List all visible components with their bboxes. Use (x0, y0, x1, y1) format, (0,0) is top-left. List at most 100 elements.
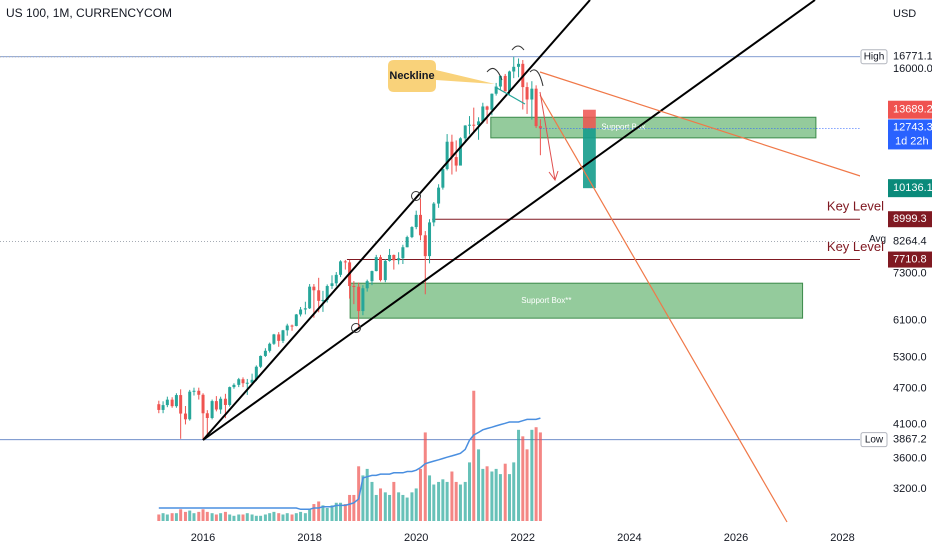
candle-body (401, 247, 405, 259)
candle-body (205, 413, 209, 419)
volume-bar (174, 513, 178, 521)
candle-body (174, 395, 178, 407)
candle-body (538, 126, 542, 129)
volume-bar (214, 514, 218, 521)
volume-bar (343, 504, 347, 521)
volume-bar (192, 513, 196, 521)
key-level-label: Key Level (827, 199, 884, 214)
volume-bar (498, 474, 502, 521)
volume-bar (485, 466, 489, 521)
candle-body (183, 413, 187, 420)
candle-body (450, 141, 454, 158)
projection-line (539, 94, 788, 523)
candle-body (405, 237, 409, 248)
volume-bar (441, 479, 445, 521)
volume-bar (308, 509, 312, 521)
candle-body (290, 325, 294, 327)
volume-bar (325, 507, 329, 521)
key-level-value: 8999.3 (893, 213, 927, 225)
volume-bar (432, 484, 436, 521)
volume-bar (232, 515, 236, 521)
volume-bar (521, 436, 525, 521)
level-tag: Low (865, 434, 884, 445)
volume-bar (259, 515, 263, 521)
stop-tag-box (888, 100, 932, 119)
candle-body (197, 390, 201, 395)
volume-bar (165, 514, 169, 521)
volume-bar (241, 514, 245, 521)
candle-body (192, 390, 196, 392)
candle-body (165, 399, 169, 406)
volume-bar (205, 511, 209, 521)
volume-bar (197, 511, 201, 521)
volume-bar (370, 481, 374, 521)
volume-bar (303, 513, 307, 521)
candle-body (383, 260, 387, 281)
volume-bar (317, 501, 321, 521)
last-price: 12743.3 (893, 121, 932, 133)
candle-body (277, 334, 281, 341)
candle-body (437, 187, 441, 204)
candle-body (370, 271, 374, 282)
x-tick-label: 2028 (830, 532, 854, 544)
x-tick-label: 2016 (191, 532, 215, 544)
candle-body (228, 387, 232, 405)
volume-bar (405, 497, 409, 521)
volume-bar (418, 468, 422, 521)
drawings: Neckline (202, 0, 889, 523)
stop-tag: 13689.2 (893, 104, 932, 116)
candle-body (210, 401, 214, 419)
position-risk (583, 109, 596, 129)
level-tag: Avg (869, 234, 886, 245)
candle-body (458, 138, 462, 166)
candle-body (170, 399, 174, 407)
volume-bar (223, 511, 227, 521)
volume-bar (250, 514, 254, 521)
y-tick-label: 16000.0 (893, 63, 932, 75)
candle-body (445, 141, 449, 170)
volume-bar (245, 513, 249, 521)
volume-bar (161, 513, 165, 521)
level-value: 16771.1 (893, 51, 932, 63)
candle-body (330, 283, 334, 287)
countdown: 1d 22h (895, 135, 929, 147)
volume-bar (219, 513, 223, 521)
volume-bar (463, 481, 467, 521)
volume-bar (414, 488, 418, 521)
candle-body (477, 121, 481, 126)
support-box-label: Support Box (601, 123, 645, 132)
candle-body (379, 257, 383, 281)
volume-bar (517, 429, 521, 521)
candle-body (454, 157, 458, 166)
candle-body (441, 169, 445, 188)
volume-bar (330, 505, 334, 521)
candle-body (494, 86, 498, 94)
volume-bar (228, 514, 232, 521)
volume-bar (507, 474, 511, 521)
candle-body (517, 63, 521, 67)
candle-body (481, 106, 485, 122)
candle-body (490, 93, 494, 110)
candle-body (468, 124, 472, 126)
volume-bar (410, 492, 414, 521)
volume-bar (494, 468, 498, 521)
volume-bar (352, 494, 356, 521)
volume-bar (379, 488, 383, 521)
volume-bar (334, 502, 338, 521)
candle-body (294, 314, 298, 326)
volume-bar (397, 492, 401, 521)
candle-body (325, 286, 329, 300)
position-reward (583, 128, 596, 189)
volume-bar (290, 514, 294, 521)
key-level-tag (888, 251, 932, 268)
neckline (496, 87, 526, 105)
level-tag-box (860, 49, 888, 65)
volume-bar (503, 463, 507, 521)
target-tag: 10136.1 (893, 182, 932, 194)
volume-bar (188, 510, 192, 521)
candle-body (263, 350, 267, 356)
volume-bar (392, 481, 396, 521)
shoulder-arc (486, 67, 503, 81)
candle-body (157, 404, 161, 410)
